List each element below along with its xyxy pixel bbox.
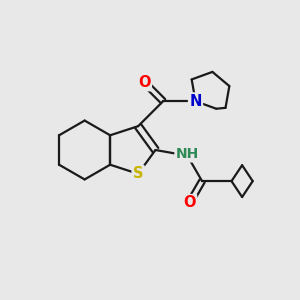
Text: O: O (138, 75, 151, 90)
Text: O: O (183, 195, 196, 210)
Text: NH: NH (176, 147, 199, 161)
Text: S: S (133, 166, 143, 181)
Text: N: N (189, 94, 202, 109)
